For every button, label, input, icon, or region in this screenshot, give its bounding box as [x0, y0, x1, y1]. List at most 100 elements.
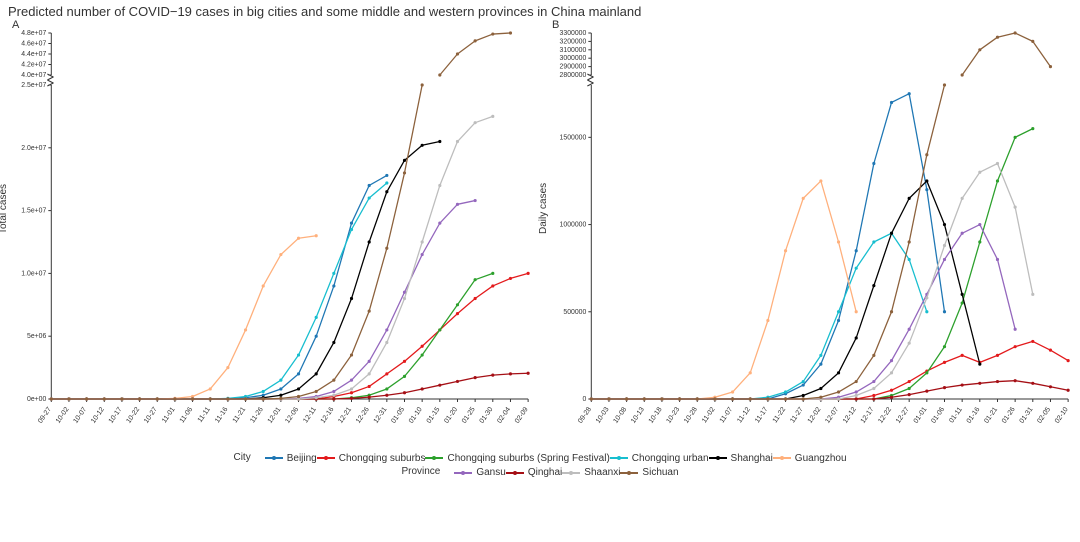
- legend-label: Beijing: [287, 453, 317, 464]
- legend-swatch-icon: [265, 457, 283, 459]
- svg-text:12-07: 12-07: [824, 406, 840, 425]
- svg-text:10-28: 10-28: [683, 406, 699, 425]
- svg-text:4.2e+07: 4.2e+07: [21, 61, 46, 68]
- svg-text:12-12: 12-12: [842, 406, 858, 425]
- svg-text:11-21: 11-21: [232, 406, 248, 424]
- legend-item: Chongqing suburbs: [317, 453, 426, 464]
- svg-text:0: 0: [583, 396, 587, 403]
- legend-swatch-icon: [506, 472, 524, 474]
- legend-swatch-icon: [425, 457, 443, 459]
- legend-label: Sichuan: [642, 467, 678, 478]
- panel-a-ylabel: Total cases: [0, 184, 9, 234]
- legend-city-title: City: [233, 452, 250, 463]
- chart-panels: A Total cases 0e+005e+061.0e+071.5e+072.…: [0, 19, 1080, 449]
- svg-text:11-27: 11-27: [789, 406, 805, 424]
- svg-text:12-22: 12-22: [877, 406, 893, 425]
- svg-text:11-22: 11-22: [772, 406, 788, 424]
- svg-text:3000000: 3000000: [560, 55, 587, 62]
- svg-text:1.0e+07: 1.0e+07: [21, 270, 46, 277]
- svg-text:10-27: 10-27: [143, 406, 159, 425]
- svg-text:4.0e+07: 4.0e+07: [21, 72, 46, 79]
- svg-text:12-06: 12-06: [284, 406, 300, 425]
- legend-item: Chongqing urban: [610, 453, 709, 464]
- legend-item: Gansu: [454, 467, 505, 478]
- svg-text:12-21: 12-21: [337, 406, 353, 425]
- svg-text:4.6e+07: 4.6e+07: [21, 40, 46, 47]
- legend-item: Shanghai: [709, 453, 773, 464]
- svg-text:10-17: 10-17: [108, 406, 124, 425]
- svg-text:01-31: 01-31: [1019, 406, 1035, 425]
- svg-text:01-20: 01-20: [443, 406, 459, 425]
- svg-text:01-15: 01-15: [426, 406, 442, 425]
- svg-text:01-06: 01-06: [930, 406, 946, 425]
- svg-text:1500000: 1500000: [560, 134, 587, 141]
- svg-text:3200000: 3200000: [560, 38, 587, 45]
- svg-text:11-17: 11-17: [754, 406, 770, 424]
- svg-text:01-30: 01-30: [479, 406, 495, 425]
- svg-text:10-07: 10-07: [72, 406, 88, 425]
- svg-text:12-02: 12-02: [807, 406, 823, 425]
- svg-text:12-16: 12-16: [320, 406, 336, 425]
- legend-cities-row: City Beijing Chongqing suburbs Chongqing s…: [233, 451, 846, 464]
- legend-item: Chongqing suburbs (Spring Festival): [425, 453, 609, 464]
- svg-text:10-12: 10-12: [90, 406, 106, 425]
- panel-a-svg: 0e+005e+061.0e+071.5e+072.0e+072.5e+074.…: [4, 19, 536, 449]
- legend-item: Guangzhou: [773, 453, 847, 464]
- panel-a: A Total cases 0e+005e+061.0e+071.5e+072.…: [0, 19, 540, 449]
- svg-text:09-28: 09-28: [577, 406, 593, 425]
- chart-title: Predicted number of COVID−19 cases in bi…: [0, 0, 1080, 19]
- legend-item: Shaanxi: [562, 467, 620, 478]
- svg-text:11-12: 11-12: [736, 406, 752, 424]
- svg-text:3100000: 3100000: [560, 47, 587, 54]
- legend-swatch-icon: [454, 472, 472, 474]
- svg-text:12-17: 12-17: [860, 406, 876, 425]
- svg-text:10-18: 10-18: [648, 406, 664, 425]
- svg-text:10-08: 10-08: [612, 406, 628, 425]
- svg-text:11-06: 11-06: [179, 406, 195, 424]
- svg-text:10-02: 10-02: [55, 406, 71, 425]
- svg-text:0e+00: 0e+00: [27, 396, 46, 403]
- legend-label: Shanghai: [731, 453, 773, 464]
- svg-text:01-21: 01-21: [983, 406, 999, 425]
- svg-text:11-07: 11-07: [719, 406, 735, 424]
- svg-text:11-26: 11-26: [249, 406, 265, 424]
- svg-text:02-04: 02-04: [496, 406, 512, 425]
- svg-text:09-27: 09-27: [37, 406, 53, 425]
- svg-text:10-22: 10-22: [125, 406, 141, 425]
- panel-b-ylabel: Daily cases: [538, 183, 549, 234]
- svg-text:3300000: 3300000: [560, 30, 587, 37]
- svg-text:01-25: 01-25: [461, 406, 477, 425]
- legend-label: Gansu: [476, 467, 505, 478]
- svg-text:01-05: 01-05: [390, 406, 406, 425]
- panel-b-svg: 0500000100000015000002800000290000030000…: [544, 19, 1076, 449]
- svg-text:10-03: 10-03: [595, 406, 611, 425]
- svg-text:01-01: 01-01: [913, 406, 929, 425]
- legend-swatch-icon: [610, 457, 628, 459]
- svg-text:02-10: 02-10: [1054, 406, 1070, 425]
- panel-b-label: B: [552, 19, 559, 31]
- svg-text:01-11: 01-11: [948, 406, 964, 424]
- legend-item: Beijing: [265, 453, 317, 464]
- svg-text:10-23: 10-23: [665, 406, 681, 425]
- legend-label: Guangzhou: [795, 453, 847, 464]
- svg-text:11-02: 11-02: [701, 406, 717, 424]
- legend-label: Chongqing suburbs (Spring Festival): [447, 453, 609, 464]
- legend-item: Qinghai: [506, 467, 562, 478]
- svg-text:12-26: 12-26: [355, 406, 371, 425]
- svg-text:12-01: 12-01: [267, 406, 283, 425]
- svg-text:11-01: 11-01: [161, 406, 177, 424]
- svg-text:1000000: 1000000: [560, 222, 587, 229]
- legend-swatch-icon: [773, 457, 791, 459]
- svg-text:01-26: 01-26: [1001, 406, 1017, 425]
- svg-text:4.8e+07: 4.8e+07: [21, 30, 46, 37]
- legend-provinces-row: Province GansuQinghaiShaanxiSichuan: [401, 466, 678, 479]
- legend-label: Chongqing suburbs: [339, 453, 426, 464]
- svg-text:2.5e+07: 2.5e+07: [21, 82, 46, 89]
- svg-text:4.4e+07: 4.4e+07: [21, 51, 46, 58]
- svg-text:12-11: 12-11: [302, 406, 318, 424]
- panel-a-label: A: [12, 19, 19, 31]
- legend-label: Chongqing urban: [632, 453, 709, 464]
- svg-text:02-05: 02-05: [1036, 406, 1052, 425]
- legend-swatch-icon: [620, 472, 638, 474]
- svg-text:2800000: 2800000: [560, 72, 587, 79]
